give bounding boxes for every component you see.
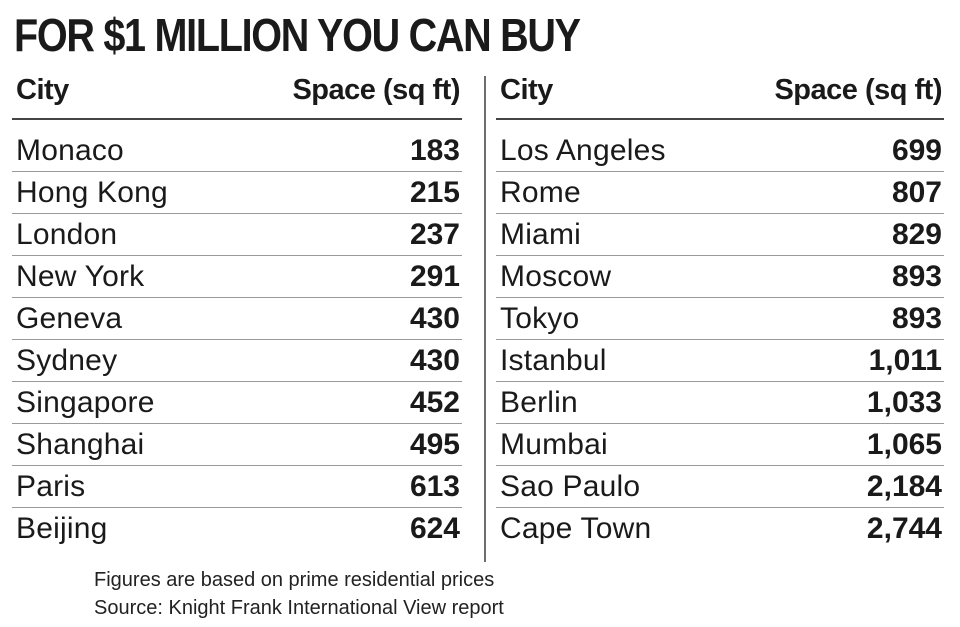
space-cell: 829: [891, 218, 942, 251]
space-cell: 624: [409, 512, 460, 545]
space-cell: 430: [409, 344, 460, 377]
table-row: Sao Paulo 2,184: [496, 466, 944, 508]
city-cell: Sydney: [16, 344, 118, 377]
table-header-right: City Space (sq ft): [496, 66, 944, 120]
data-table: City Space (sq ft) Monaco 183 Hong Kong 215…: [0, 66, 960, 562]
city-cell: London: [16, 218, 118, 251]
city-cell: Paris: [16, 470, 86, 503]
table-row: Paris 613: [12, 466, 462, 508]
table-row: Istanbul 1,011: [496, 340, 944, 382]
table-rows-right: Los Angeles 699 Rome 807 Miami 829 Moscow 893 To…: [496, 130, 944, 549]
table-row: Singapore 452: [12, 382, 462, 424]
city-cell: Cape Town: [500, 512, 652, 545]
city-cell: Mumbai: [500, 428, 608, 461]
space-cell: 2,744: [866, 512, 942, 545]
table-row: Hong Kong 215: [12, 172, 462, 214]
city-cell: Monaco: [16, 134, 124, 167]
city-cell: Singapore: [16, 386, 155, 419]
space-cell: 183: [409, 134, 460, 167]
space-cell: 430: [409, 302, 460, 335]
table-row: Berlin 1,033: [496, 382, 944, 424]
table-row: Moscow 893: [496, 256, 944, 298]
space-cell: 893: [891, 302, 942, 335]
space-cell: 613: [409, 470, 460, 503]
table-row: Sydney 430: [12, 340, 462, 382]
table-row: New York 291: [12, 256, 462, 298]
table-row: Shanghai 495: [12, 424, 462, 466]
header-space: Space (sq ft): [774, 74, 942, 106]
space-cell: 1,065: [866, 428, 942, 461]
space-cell: 1,011: [868, 344, 942, 377]
table-rows-left: Monaco 183 Hong Kong 215 London 237 New York 29…: [12, 130, 462, 549]
city-cell: Rome: [500, 176, 581, 209]
footnotes: Figures are based on prime residential p…: [94, 566, 504, 622]
table-row: London 237: [12, 214, 462, 256]
city-cell: Tokyo: [500, 302, 580, 335]
city-cell: Geneva: [16, 302, 123, 335]
table-row: Geneva 430: [12, 298, 462, 340]
table-row: Cape Town 2,744: [496, 508, 944, 549]
city-cell: Beijing: [16, 512, 108, 545]
city-cell: Hong Kong: [16, 176, 168, 209]
space-cell: 215: [409, 176, 460, 209]
header-city: City: [500, 74, 553, 106]
chart-title: FOR $1 MILLION YOU CAN BUY: [14, 9, 581, 61]
column-divider: [484, 76, 486, 562]
space-cell: 1,033: [866, 386, 942, 419]
table-row: Tokyo 893: [496, 298, 944, 340]
footnote-basis: Figures are based on prime residential p…: [94, 569, 495, 591]
table-row: Miami 829: [496, 214, 944, 256]
city-cell: Los Angeles: [500, 134, 666, 167]
city-cell: Berlin: [500, 386, 578, 419]
space-cell: 807: [891, 176, 942, 209]
city-cell: Shanghai: [16, 428, 145, 461]
city-cell: Miami: [500, 218, 581, 251]
table-row: Rome 807: [496, 172, 944, 214]
table-row: Beijing 624: [12, 508, 462, 549]
city-cell: Istanbul: [500, 344, 607, 377]
space-cell: 893: [891, 260, 942, 293]
footnote-source: Source: Knight Frank International View …: [94, 597, 504, 619]
space-cell: 2,184: [866, 470, 942, 503]
table-row: Mumbai 1,065: [496, 424, 944, 466]
city-cell: Moscow: [500, 260, 612, 293]
space-cell: 291: [409, 260, 460, 293]
space-cell: 699: [891, 134, 942, 167]
space-cell: 495: [409, 428, 460, 461]
table-row: Los Angeles 699: [496, 130, 944, 172]
table-column-right: City Space (sq ft) Los Angeles 699 Rome 807…: [496, 66, 944, 549]
table-header-left: City Space (sq ft): [12, 66, 462, 120]
space-cell: 452: [409, 386, 460, 419]
table-row: Monaco 183: [12, 130, 462, 172]
table-column-left: City Space (sq ft) Monaco 183 Hong Kong 215…: [12, 66, 462, 549]
city-cell: Sao Paulo: [500, 470, 641, 503]
space-cell: 237: [409, 218, 460, 251]
header-space: Space (sq ft): [292, 74, 460, 106]
city-cell: New York: [16, 260, 145, 293]
header-city: City: [16, 74, 69, 106]
